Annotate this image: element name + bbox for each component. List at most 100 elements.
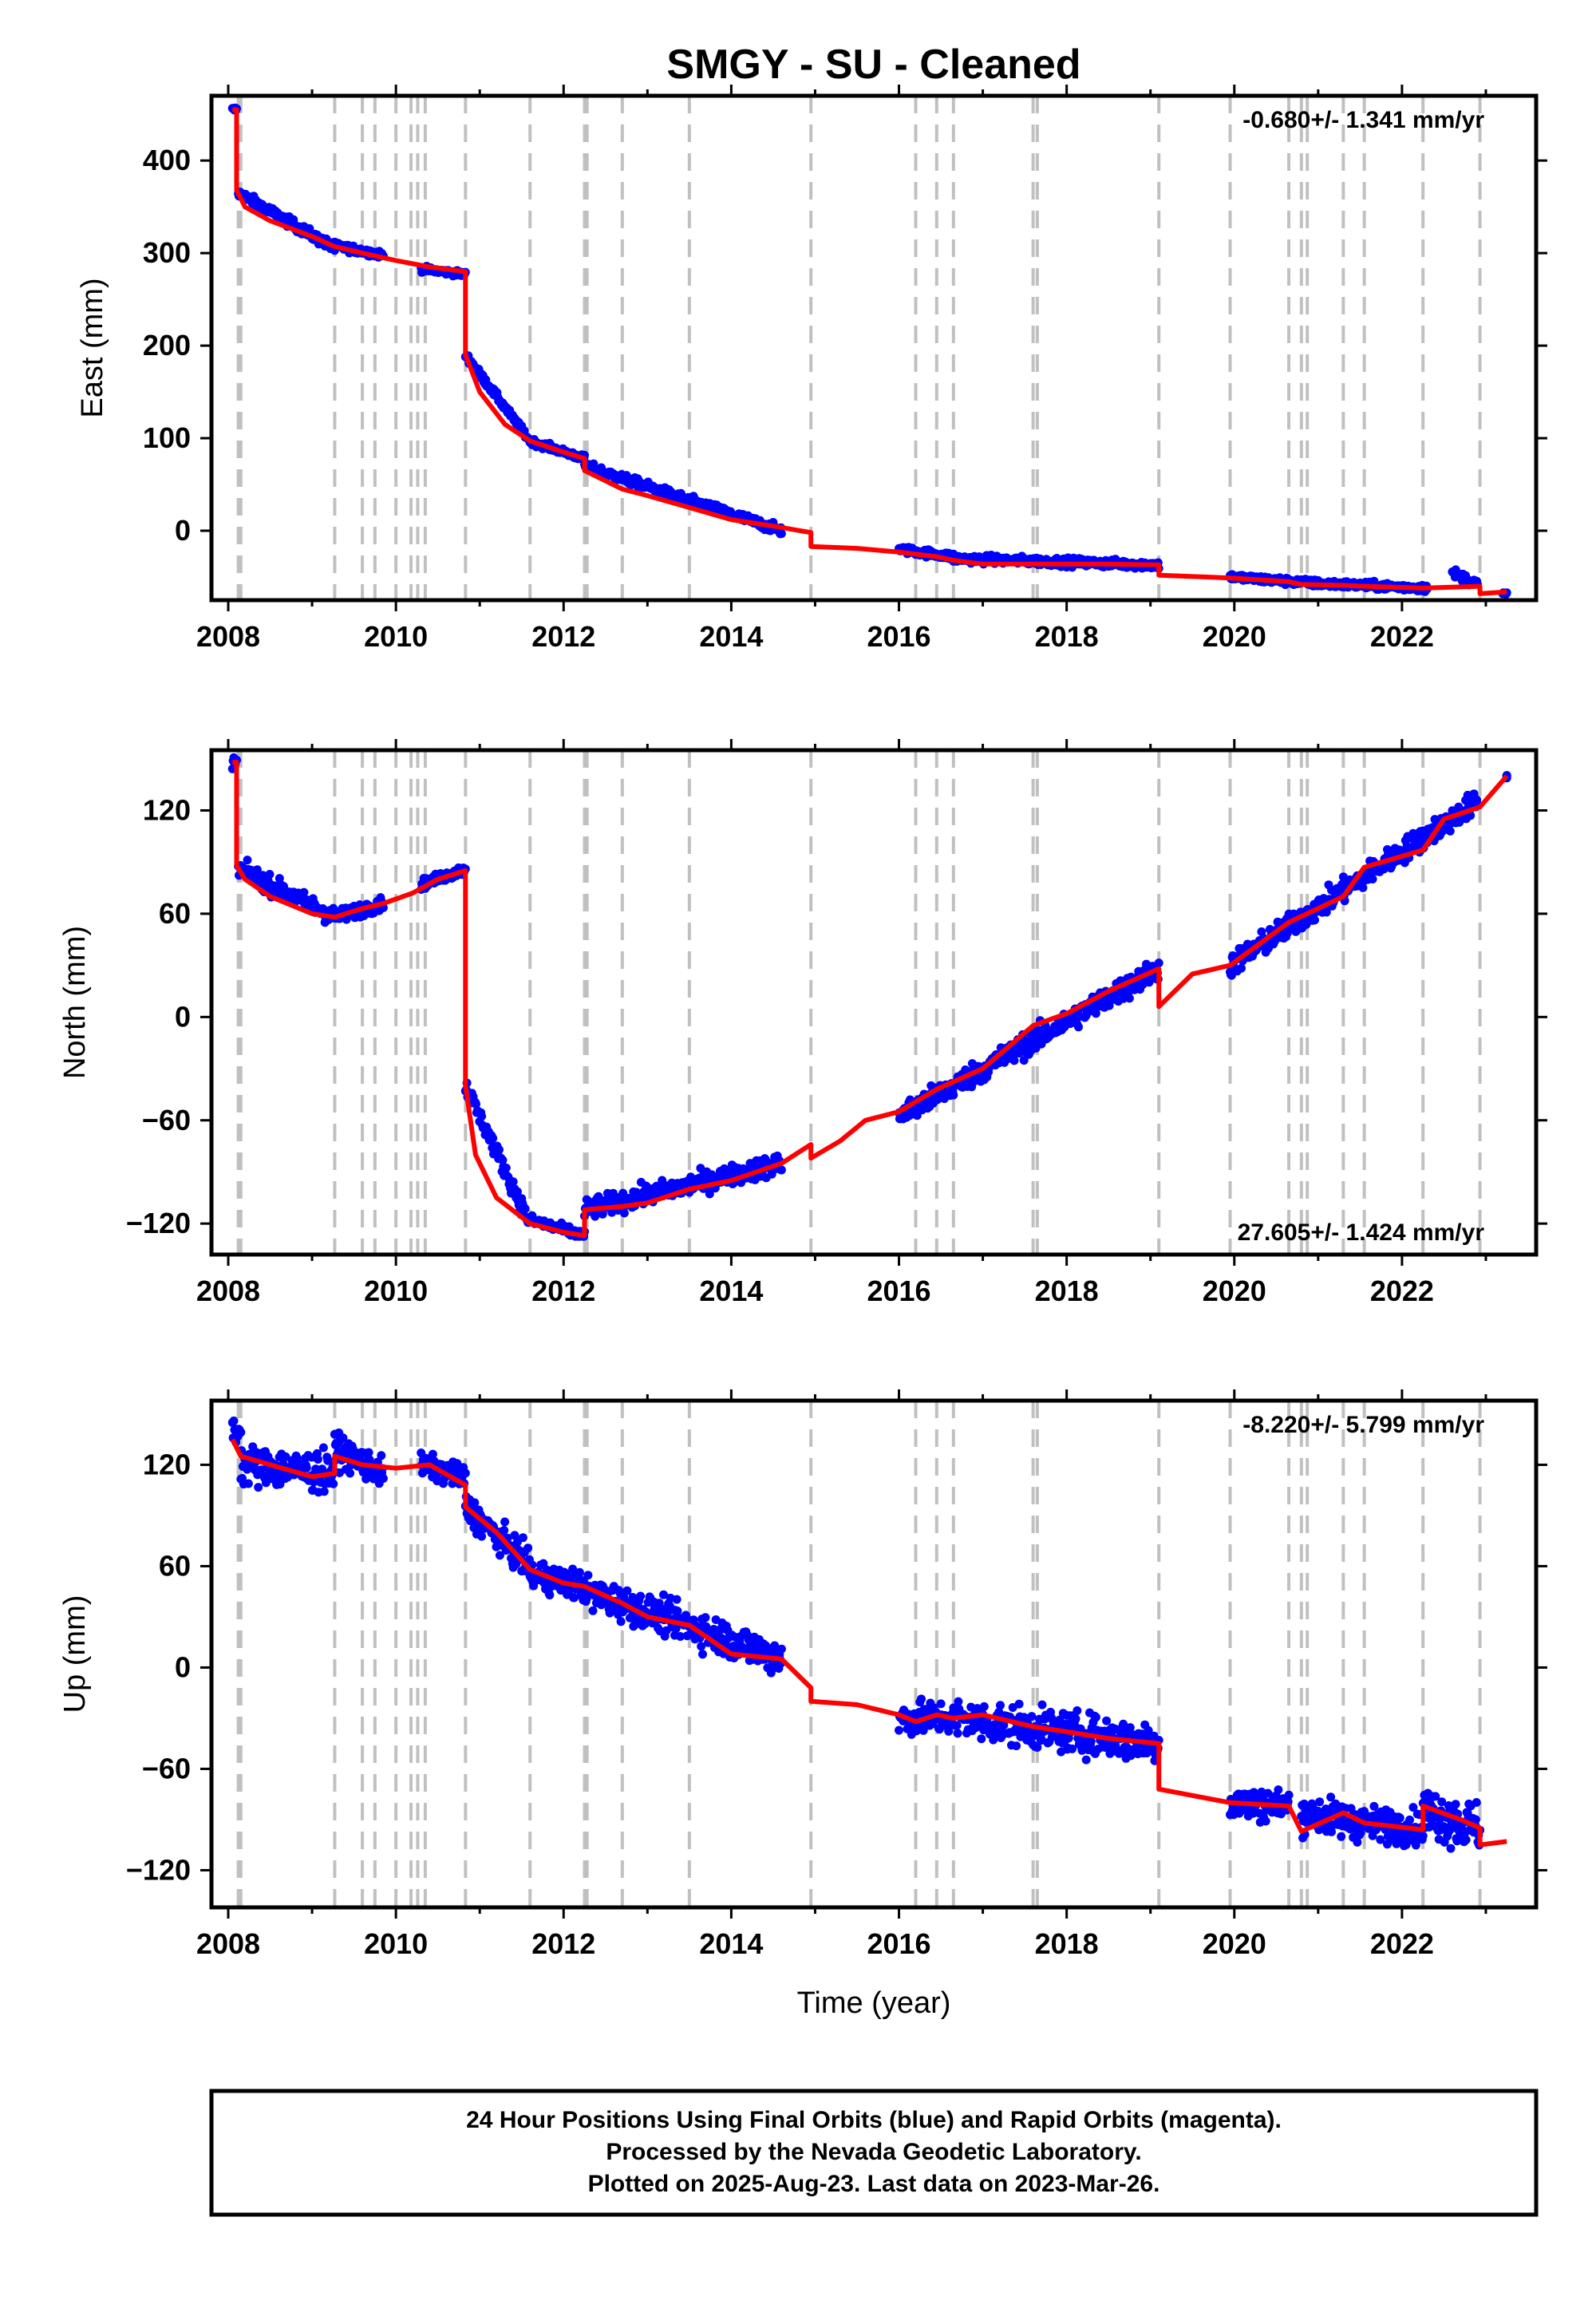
y-tick-label: 0 xyxy=(175,514,191,547)
y-tick-label: 300 xyxy=(143,236,191,269)
data-point xyxy=(636,1591,646,1601)
data-point xyxy=(622,1586,632,1595)
data-point xyxy=(1315,1797,1325,1807)
data-point xyxy=(1237,963,1246,973)
footer-line-3: Plotted on 2025-Aug-23. Last data on 202… xyxy=(588,2171,1160,2197)
y-tick-label: 120 xyxy=(143,1448,191,1480)
x-tick-label: 2012 xyxy=(531,1927,595,1960)
data-point xyxy=(1074,1022,1083,1032)
data-point xyxy=(1068,1744,1077,1753)
y-tick-label: −60 xyxy=(142,1104,191,1136)
data-point xyxy=(1446,1844,1456,1853)
data-point xyxy=(318,1443,328,1452)
data-point xyxy=(338,1433,348,1443)
data-point xyxy=(313,1455,322,1464)
x-tick-label: 2018 xyxy=(1035,1927,1099,1960)
data-point xyxy=(323,1456,333,1465)
data-point xyxy=(252,865,262,875)
y-tick-label: 120 xyxy=(143,793,191,826)
data-point xyxy=(1437,1797,1447,1807)
data-point xyxy=(953,1729,962,1738)
data-point xyxy=(1405,1815,1414,1824)
data-point xyxy=(918,1725,928,1735)
data-point xyxy=(545,1591,555,1600)
y-tick-label: −60 xyxy=(142,1752,191,1784)
x-tick-label: 2022 xyxy=(1370,620,1434,653)
data-point xyxy=(954,1697,963,1706)
data-point xyxy=(377,1451,386,1460)
data-point xyxy=(698,1650,707,1659)
data-point xyxy=(936,1699,946,1709)
data-point xyxy=(346,1468,355,1478)
data-point xyxy=(428,1449,437,1459)
x-tick-label: 2022 xyxy=(1370,1927,1434,1960)
data-point xyxy=(319,1487,329,1496)
x-axis-label: Time (year) xyxy=(797,1986,951,2020)
data-point xyxy=(1086,1737,1096,1746)
data-point xyxy=(1144,1725,1153,1735)
data-point xyxy=(1368,875,1377,883)
data-point xyxy=(1037,1734,1046,1744)
data-point xyxy=(1445,826,1455,836)
data-point xyxy=(1071,1714,1080,1724)
data-point xyxy=(1353,1837,1362,1847)
y-tick-label: −120 xyxy=(126,1853,191,1886)
data-point xyxy=(583,1571,593,1580)
data-point xyxy=(1081,1755,1091,1765)
data-point xyxy=(1033,1743,1042,1752)
data-point xyxy=(329,1479,338,1488)
north-panel: 2008 2010 2012 2014 2016 2018 2020 2022 −120 −60 0… xyxy=(58,739,1547,1307)
y-tick-label: 0 xyxy=(175,1650,191,1683)
data-point xyxy=(917,1694,926,1704)
data-point xyxy=(539,1559,548,1568)
data-point xyxy=(378,1474,388,1483)
x-tick-label: 2010 xyxy=(364,1275,428,1307)
footer-line-2: Processed by the Nevada Geodetic Laborat… xyxy=(606,2139,1141,2165)
y-tick-label: 0 xyxy=(175,1000,191,1033)
data-point xyxy=(705,1189,714,1199)
data-point xyxy=(1261,1816,1270,1826)
data-points xyxy=(227,753,1511,1241)
data-point xyxy=(364,1448,373,1457)
x-tick-label: 2020 xyxy=(1203,1927,1266,1960)
data-point xyxy=(510,1531,519,1540)
data-point xyxy=(659,1590,668,1599)
x-tick-label: 2014 xyxy=(699,1275,763,1307)
x-tick-label: 2022 xyxy=(1370,1275,1434,1307)
data-point xyxy=(1461,1835,1471,1844)
data-point xyxy=(508,1177,518,1187)
data-point xyxy=(776,1165,786,1175)
data-point xyxy=(302,1463,311,1472)
data-point xyxy=(569,1593,579,1603)
x-tick-label: 2018 xyxy=(1035,1275,1099,1307)
data-point xyxy=(1119,1719,1128,1729)
data-point xyxy=(1356,1828,1365,1837)
data-point xyxy=(996,1701,1005,1710)
data-point xyxy=(1395,1813,1404,1823)
footer-box: 24 Hour Positions Using Final Orbits (bl… xyxy=(209,2089,1539,2217)
data-point xyxy=(1037,1700,1047,1709)
data-point xyxy=(236,1428,246,1437)
data-point xyxy=(1284,1790,1294,1800)
data-point xyxy=(518,1533,527,1543)
data-point xyxy=(1055,1715,1065,1725)
panel-frame xyxy=(209,93,1539,603)
data-point xyxy=(944,1726,954,1736)
data-point xyxy=(1451,1800,1460,1809)
x-tick-label: 2008 xyxy=(196,1927,260,1960)
x-tick-label: 2008 xyxy=(196,620,260,653)
x-tick-label: 2020 xyxy=(1203,1275,1266,1307)
data-point xyxy=(1337,1832,1346,1841)
data-point xyxy=(472,1100,480,1109)
data-point xyxy=(979,1701,989,1711)
y-tick-label: 100 xyxy=(143,421,191,454)
data-point xyxy=(281,1452,290,1461)
x-tick-label: 2008 xyxy=(196,1275,260,1307)
data-point xyxy=(470,1498,480,1508)
data-point xyxy=(949,1090,958,1100)
data-point xyxy=(1326,1792,1336,1802)
data-point xyxy=(299,887,309,897)
data-point xyxy=(642,1183,652,1192)
footer-line-1: 24 Hour Positions Using Final Orbits (bl… xyxy=(466,2107,1282,2133)
data-point xyxy=(1274,1785,1283,1795)
